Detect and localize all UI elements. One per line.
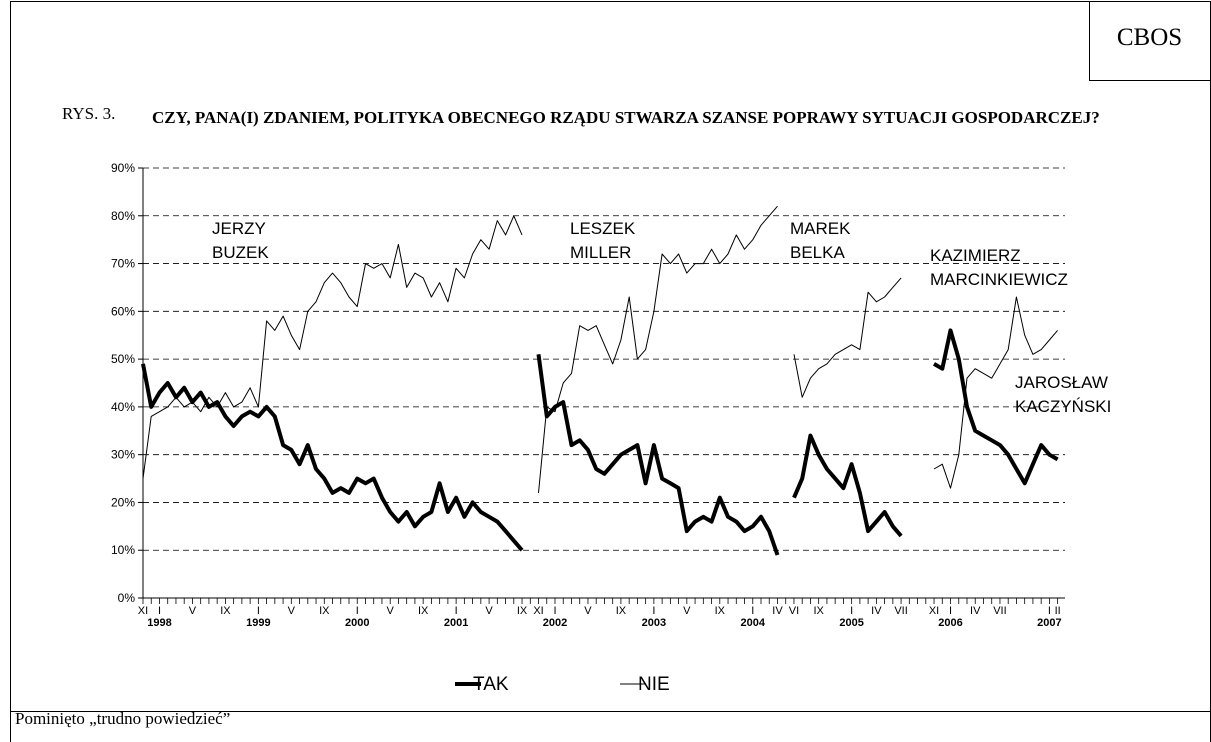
logo: CBOS <box>1116 24 1183 51</box>
annotation: BELKA <box>790 243 845 262</box>
x-tick-label: IX <box>517 605 528 617</box>
y-tick-label: 0% <box>118 591 136 605</box>
x-tick-label: IV <box>772 605 783 617</box>
x-tick-label: V <box>189 605 197 617</box>
x-tick-label: IX <box>220 605 231 617</box>
legend-label: TAK <box>473 674 509 695</box>
x-tick-label: IX <box>715 605 726 617</box>
y-tick-label: 90% <box>111 161 135 175</box>
x-year-label: 1999 <box>246 617 270 629</box>
legend-label: NIE <box>638 674 670 695</box>
x-tick-label: I <box>455 605 458 617</box>
annotation: KACZYŃSKI <box>1015 397 1111 416</box>
x-year-label: 2007 <box>1037 617 1061 629</box>
x-year-label: 2003 <box>642 617 666 629</box>
x-tick-label: I <box>553 605 556 617</box>
logo-box <box>1089 1 1210 81</box>
x-tick-label: VII <box>894 605 907 617</box>
annotation: JERZY <box>212 219 266 238</box>
y-tick-label: 10% <box>111 543 135 557</box>
y-tick-label: 70% <box>111 257 135 271</box>
annotation: MAREK <box>790 219 851 238</box>
x-tick-label: I <box>158 605 161 617</box>
y-tick-label: 50% <box>111 352 135 366</box>
y-tick-label: 80% <box>111 209 135 223</box>
x-tick-label: I <box>949 605 952 617</box>
x-tick-label: I <box>850 605 853 617</box>
series-line <box>141 328 1059 556</box>
x-tick-label: V <box>584 605 592 617</box>
x-tick-label: XI <box>138 605 148 617</box>
x-tick-label: VI <box>789 605 799 617</box>
x-tick-label: V <box>387 605 395 617</box>
annotation: MARCINKIEWICZ <box>930 270 1068 289</box>
x-tick-label: XI <box>929 605 939 617</box>
x-tick-label: IX <box>418 605 429 617</box>
x-tick-label: IX <box>616 605 627 617</box>
annotation: KAZIMIERZ <box>930 246 1021 265</box>
x-year-label: 1998 <box>147 617 171 629</box>
x-tick-label: I <box>257 605 260 617</box>
series-line <box>142 205 1058 493</box>
x-tick-label: V <box>288 605 296 617</box>
x-year-label: 2006 <box>938 617 962 629</box>
annotation: LESZEK <box>570 219 636 238</box>
x-tick-label: I <box>751 605 754 617</box>
footer-separator <box>10 711 1210 712</box>
x-tick-label: V <box>485 605 493 617</box>
x-tick-label: IV <box>970 605 981 617</box>
x-year-label: 2000 <box>345 617 369 629</box>
x-tick-label: IX <box>813 605 824 617</box>
x-tick-label: I <box>1048 605 1051 617</box>
x-tick-label: IV <box>871 605 882 617</box>
x-tick-label: I <box>356 605 359 617</box>
x-year-label: 2005 <box>839 617 863 629</box>
y-tick-label: 20% <box>111 495 135 509</box>
x-tick-label: IX <box>319 605 330 617</box>
annotation: JAROSŁAW <box>1015 373 1108 392</box>
x-tick-label: XI <box>533 605 543 617</box>
x-year-label: 2001 <box>444 617 468 629</box>
figure-label: RYS. 3. <box>62 104 116 123</box>
x-year-label: 2002 <box>543 617 567 629</box>
annotation: MILLER <box>570 243 631 262</box>
x-tick-label: II <box>1055 605 1061 617</box>
x-year-label: 2004 <box>741 617 766 629</box>
footer-note: Pominięto „trudno powiedzieć” <box>15 709 231 728</box>
x-tick-label: V <box>683 605 691 617</box>
y-tick-label: 40% <box>111 400 135 414</box>
annotation: BUZEK <box>212 243 269 262</box>
y-tick-label: 60% <box>111 304 135 318</box>
x-tick-label: VII <box>993 605 1006 617</box>
x-tick-label: I <box>652 605 655 617</box>
chart-title: CZY, PANA(I) ZDANIEM, POLITYKA OBECNEGO … <box>152 108 1100 127</box>
y-tick-label: 30% <box>111 448 135 462</box>
